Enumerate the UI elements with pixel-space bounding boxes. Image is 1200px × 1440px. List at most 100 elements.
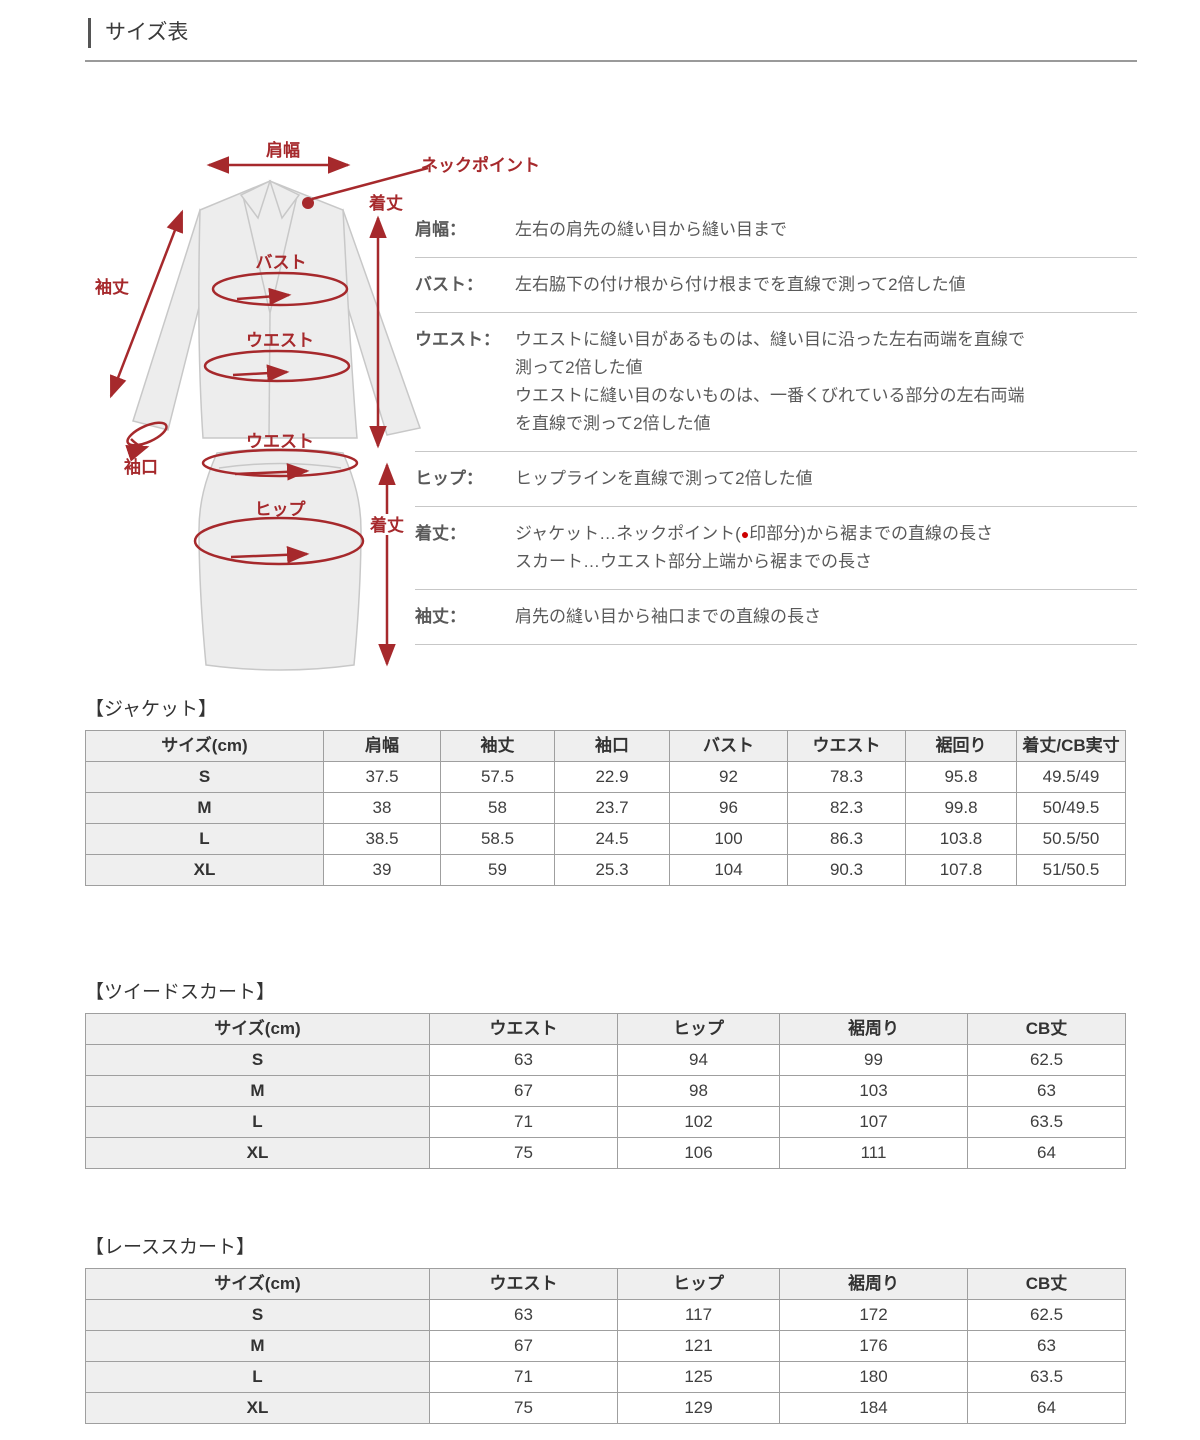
value-cell: 98 (617, 1075, 780, 1107)
definition-row-waist: ウエスト： ウエストに縫い目があるものは、縫い目に沿った左右両端を直線で 測って… (415, 313, 1137, 452)
table-row: XL 75 106 111 64 (85, 1137, 1126, 1169)
value-cell: 51/50.5 (1016, 854, 1126, 886)
bust-label: バスト (256, 253, 307, 272)
value-cell: 62.5 (967, 1299, 1126, 1331)
tweed-skirt-size-table: サイズ(cm) ウエスト ヒップ 裾周り CB丈 S 63 94 99 62.5… (85, 1013, 1126, 1169)
table-row: L 38.5 58.5 24.5 100 86.3 103.8 50.5/50 (85, 823, 1126, 855)
col-header: 着丈/CB実寸 (1016, 730, 1126, 762)
value-cell: 67 (429, 1330, 618, 1362)
value-cell: 38 (323, 792, 441, 824)
value-cell: 86.3 (787, 823, 906, 855)
definition-term: 着丈： (415, 524, 466, 543)
neck-point-dot (302, 197, 314, 209)
col-header: 肩幅 (323, 730, 441, 762)
value-cell: 172 (779, 1299, 968, 1331)
col-header: 裾周り (779, 1013, 968, 1045)
col-header: CB丈 (967, 1013, 1126, 1045)
size-cell: L (85, 823, 324, 855)
jacket-size-section: 【ジャケット】 サイズ(cm) 肩幅 袖丈 袖口 バスト ウエスト 裾回り 着丈… (85, 694, 1126, 886)
definition-text: を直線で測って2倍した値 (515, 414, 711, 433)
tweed-skirt-section-heading: 【ツイードスカート】 (85, 982, 276, 1003)
table-row: S 63 117 172 62.5 (85, 1299, 1126, 1331)
size-cell: S (85, 1299, 430, 1331)
waist-skirt-label: ウエスト (246, 432, 314, 451)
col-header: ウエスト (429, 1013, 618, 1045)
table-header-row: サイズ(cm) 肩幅 袖丈 袖口 バスト ウエスト 裾回り 着丈/CB実寸 (85, 730, 1126, 762)
value-cell: 106 (617, 1137, 780, 1169)
definition-row-length: 着丈： ジャケット…ネックポイント(●印部分)から裾までの直線の長さ スカート…… (415, 507, 1137, 590)
value-cell: 63 (429, 1044, 618, 1076)
col-header: 袖丈 (440, 730, 555, 762)
size-cell: S (85, 1044, 430, 1076)
value-cell: 121 (617, 1330, 780, 1362)
value-cell: 180 (779, 1361, 968, 1393)
value-cell: 71 (429, 1106, 618, 1138)
value-cell: 104 (669, 854, 788, 886)
value-cell: 99 (779, 1044, 968, 1076)
value-cell: 24.5 (554, 823, 670, 855)
table-row: S 63 94 99 62.5 (85, 1044, 1126, 1076)
table-header-row: サイズ(cm) ウエスト ヒップ 裾周り CB丈 (85, 1013, 1126, 1045)
size-cell: M (85, 1330, 430, 1362)
size-cell: L (85, 1361, 430, 1393)
table-row: L 71 102 107 63.5 (85, 1106, 1126, 1138)
shoulder-width-label: 肩幅 (266, 140, 300, 160)
value-cell: 103.8 (905, 823, 1017, 855)
value-cell: 100 (669, 823, 788, 855)
value-cell: 59 (440, 854, 555, 886)
page-title: サイズ表 (88, 18, 188, 48)
definition-text: スカート…ウエスト部分上端から裾までの長さ (515, 552, 872, 571)
size-cell: M (85, 792, 324, 824)
measurement-definitions: 肩幅： 左右の肩先の縫い目から縫い目まで バスト： 左右脇下の付け根から付け根ま… (415, 203, 1137, 645)
neck-point-dot-inline: ● (740, 526, 750, 542)
value-cell: 184 (779, 1392, 968, 1424)
lace-skirt-section-heading: 【レーススカート】 (85, 1237, 256, 1258)
hip-label: ヒップ (255, 499, 307, 519)
col-header: ヒップ (617, 1013, 780, 1045)
value-cell: 49.5/49 (1016, 761, 1126, 793)
value-cell: 95.8 (905, 761, 1017, 793)
value-cell: 125 (617, 1361, 780, 1393)
value-cell: 64 (967, 1137, 1126, 1169)
definition-row-hip: ヒップ： ヒップラインを直線で測って2倍した値 (415, 452, 1137, 507)
col-header: ウエスト (429, 1268, 618, 1300)
value-cell: 107 (779, 1106, 968, 1138)
tweed-skirt-size-section: 【ツイードスカート】 サイズ(cm) ウエスト ヒップ 裾周り CB丈 S 63… (85, 977, 1126, 1169)
size-cell: L (85, 1106, 430, 1138)
table-row: M 38 58 23.7 96 82.3 99.8 50/49.5 (85, 792, 1126, 824)
waist-skirt-arrow (234, 463, 310, 481)
value-cell: 63.5 (967, 1361, 1126, 1393)
col-header: サイズ(cm) (85, 730, 324, 762)
value-cell: 57.5 (440, 761, 555, 793)
value-cell: 107.8 (905, 854, 1017, 886)
value-cell: 58.5 (440, 823, 555, 855)
col-header: CB丈 (967, 1268, 1126, 1300)
definition-row-shoulder: 肩幅： 左右の肩先の縫い目から縫い目まで (415, 203, 1137, 258)
col-header: 袖口 (554, 730, 670, 762)
definition-term: バスト： (415, 275, 483, 294)
col-header: サイズ(cm) (85, 1013, 430, 1045)
cuff-ellipse (126, 421, 168, 447)
value-cell: 25.3 (554, 854, 670, 886)
sleeve-length-label: 袖丈 (95, 277, 129, 297)
definition-text: ジャケット…ネックポイント(●印部分)から裾までの直線の長さ (515, 524, 993, 543)
value-cell: 176 (779, 1330, 968, 1362)
cuff-arrow (125, 438, 150, 462)
table-row: XL 39 59 25.3 104 90.3 107.8 51/50.5 (85, 854, 1126, 886)
definition-text: ウエストに縫い目のないものは、一番くびれている部分の左右両端 (515, 386, 1025, 405)
skirt-length-label: 着丈 (369, 515, 404, 535)
value-cell: 92 (669, 761, 788, 793)
measurement-diagram: 肩幅 ネックポイント 着丈 袖丈 バスト ウエスト 袖口 ウエスト ヒップ 着丈 (85, 128, 565, 693)
col-header: サイズ(cm) (85, 1268, 430, 1300)
value-cell: 58 (440, 792, 555, 824)
hip-ellipse (193, 516, 365, 566)
definition-term: 袖丈： (415, 607, 466, 626)
definition-text: 左右脇下の付け根から付け根までを直線で測って2倍した値 (515, 275, 966, 294)
value-cell: 64 (967, 1392, 1126, 1424)
value-cell: 63 (429, 1299, 618, 1331)
value-cell: 39 (323, 854, 441, 886)
lace-skirt-size-section: 【レーススカート】 サイズ(cm) ウエスト ヒップ 裾周り CB丈 S 63 … (85, 1232, 1126, 1424)
col-header: 裾回り (905, 730, 1017, 762)
value-cell: 38.5 (323, 823, 441, 855)
col-header: 裾周り (779, 1268, 968, 1300)
